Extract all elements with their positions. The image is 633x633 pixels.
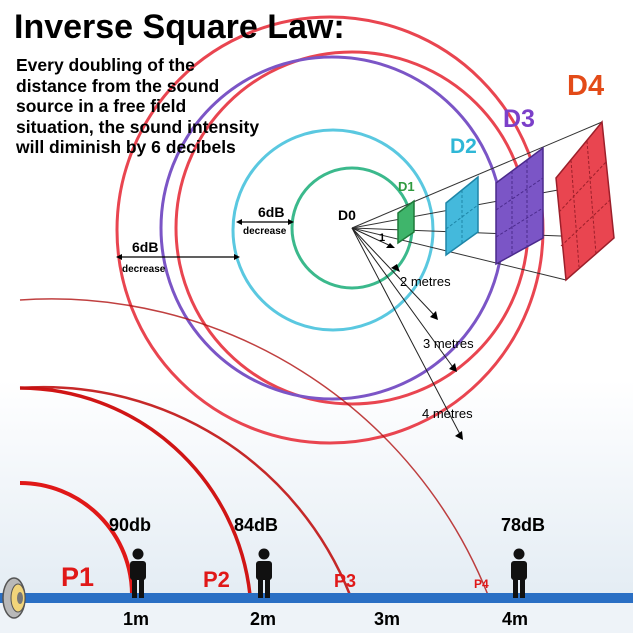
distance-label-1: 1: [379, 232, 386, 244]
ground-arcs: [19, 298, 489, 596]
decrease-arrow-inner: [236, 219, 294, 225]
person-icon-2: [256, 548, 272, 598]
level-p2: 84dB: [234, 515, 279, 535]
ground-backdrop: [0, 380, 633, 633]
person-icon-4: [511, 548, 527, 598]
position-label-p4: P4: [474, 577, 489, 591]
speaker-icon: [2, 577, 26, 619]
plane-label-d3: D3: [503, 105, 535, 133]
level-p4: 78dB: [501, 515, 546, 535]
decrease-arrow-outer: [116, 254, 240, 260]
circle-cyan: [231, 128, 435, 332]
radius-lines: [351, 227, 463, 439]
position-label-p2: P2: [203, 567, 230, 592]
distance-mark-3m: 3m: [374, 609, 401, 629]
distance-label-2: 2 metres: [400, 274, 451, 289]
plane-label-d2: D2: [450, 135, 477, 158]
ground-line: [0, 593, 633, 603]
plane-d3: [495, 146, 544, 266]
distance-mark-1m: 1m: [123, 609, 150, 629]
plane-label-d1: D1: [398, 179, 415, 194]
plane-d1: [397, 199, 415, 245]
diagram-title: Inverse Square Law:: [14, 8, 345, 46]
decrease-value-inner: 6dB: [258, 204, 285, 220]
position-label-p3: P3: [334, 571, 357, 591]
source-label-d0: D0: [338, 207, 356, 223]
plane-label-d4: D4: [567, 70, 605, 102]
plane-d4: [555, 120, 615, 282]
level-p1: 90db: [109, 515, 152, 535]
decrease-note-inner: decrease: [243, 226, 287, 237]
person-icon-1: [130, 548, 146, 598]
decrease-note-outer: decrease: [122, 264, 166, 275]
radius-arrowheads: [386, 243, 463, 440]
distance-label-4: 4 metres: [422, 406, 473, 421]
distance-mark-2m: 2m: [250, 609, 277, 629]
decrease-value-outer: 6dB: [132, 239, 159, 255]
distance-mark-4m: 4m: [502, 609, 529, 629]
distance-label-3: 3 metres: [423, 336, 474, 351]
diagram-description: Every doubling of the distance from the …: [16, 55, 260, 157]
position-label-p1: P1: [61, 562, 95, 592]
ground-base: [0, 603, 633, 633]
